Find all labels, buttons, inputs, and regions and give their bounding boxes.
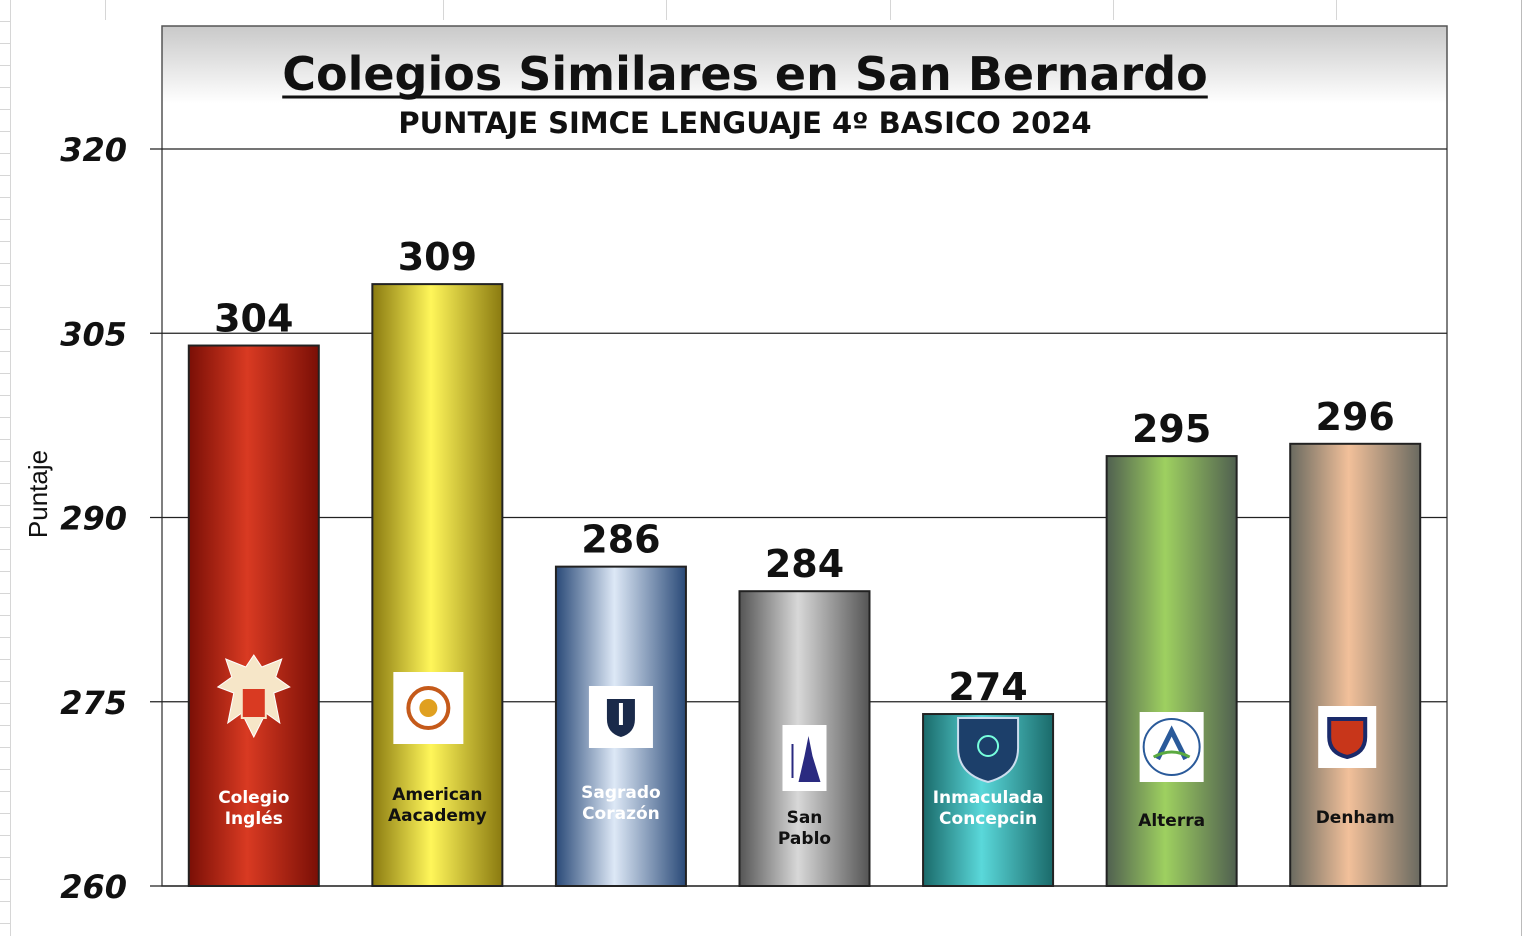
- bar: [371, 283, 504, 888]
- y-tick-label: 290: [60, 500, 127, 538]
- category-label: American Aacademy: [388, 785, 487, 826]
- bar: [1289, 442, 1422, 887]
- letter-a-seal-icon: [1139, 712, 1204, 782]
- sun-crest-icon: [393, 672, 464, 744]
- chart-subtitle: PUNTAJE SIMCE LENGUAJE 4º BASICO 2024: [398, 106, 1091, 140]
- eagle-crest-icon: [216, 654, 291, 739]
- bar-value-label: 286: [581, 518, 660, 562]
- ic-shield-icon: [957, 717, 1020, 784]
- bar-value-label: 295: [1132, 407, 1211, 451]
- bar-group: 284 San Pablo: [738, 542, 871, 887]
- bar-group: 309 American Aacademy: [371, 235, 504, 888]
- bar-group: 296 Denham: [1289, 395, 1422, 887]
- bar: [187, 344, 320, 887]
- y-axis-label: Puntaje: [23, 450, 53, 538]
- category-label: Alterra: [1138, 811, 1205, 831]
- y-tick-label: 275: [60, 684, 127, 722]
- category-label: Sagrado Corazón: [581, 783, 661, 824]
- bar-group: 295 Alterra: [1105, 407, 1238, 887]
- bar: [1105, 455, 1238, 887]
- bar-group: 274 Inmaculada Concepcin: [922, 665, 1055, 887]
- bar-value-label: 284: [765, 542, 844, 586]
- category-label: San Pablo: [778, 808, 831, 849]
- category-label: Denham: [1316, 808, 1395, 828]
- category-label: Colegio Inglés: [218, 788, 289, 829]
- bars: 304 Colegio Inglés 309 American Aacademy 286 Sa…: [187, 235, 1422, 888]
- bar-group: 304 Colegio Inglés: [187, 297, 320, 887]
- chart-title: Colegios Similares en San Bernardo: [282, 47, 1208, 101]
- y-tick-label: 320: [60, 131, 127, 169]
- cross-shield-icon: [588, 686, 653, 748]
- spreadsheet-right-edge: [1521, 0, 1528, 936]
- spreadsheet-col-line: [890, 0, 891, 20]
- saint-figure-icon: [782, 725, 827, 791]
- spreadsheet-col-line: [105, 0, 106, 20]
- spreadsheet-col-line: [1113, 0, 1114, 20]
- y-tick-label: 260: [60, 868, 127, 906]
- dragon-crest-icon: [1318, 706, 1377, 768]
- bar-value-label: 309: [398, 235, 477, 279]
- bar-value-label: 274: [948, 665, 1027, 709]
- spreadsheet-row-gridlines: [0, 0, 11, 936]
- bar-value-label: 304: [214, 297, 293, 341]
- spreadsheet-col-line: [443, 0, 444, 20]
- spreadsheet-col-line: [1336, 0, 1337, 20]
- y-tick-label: 305: [60, 315, 127, 353]
- category-label: Inmaculada Concepcin: [933, 788, 1044, 829]
- bar-value-label: 296: [1316, 395, 1395, 439]
- spreadsheet-col-line: [666, 0, 667, 20]
- bar-group: 286 Sagrado Corazón: [554, 518, 687, 888]
- y-axis-ticks: 260 275 290 305 320: [60, 131, 127, 906]
